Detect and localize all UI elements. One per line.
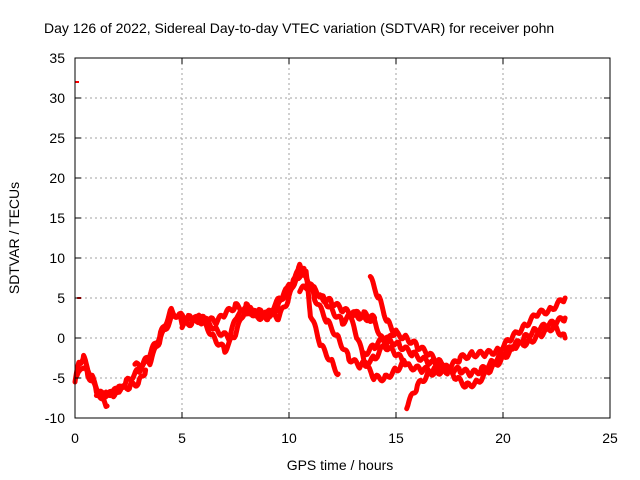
y-tick-label: -10 <box>45 410 65 426</box>
x-tick-label: 0 <box>71 430 79 446</box>
data-series <box>72 81 568 412</box>
y-axis-label: SDTVAR / TECUs <box>6 182 22 294</box>
chart-title: Day 126 of 2022, Sidereal Day-to-day VTE… <box>44 20 554 36</box>
y-tick-label: 15 <box>49 210 65 226</box>
x-axis-label: GPS time / hours <box>287 457 394 473</box>
x-tick-label: 10 <box>281 430 297 446</box>
plot-frame <box>74 57 611 419</box>
y-tick-label: -5 <box>53 370 66 386</box>
series-line-arc-6 <box>297 281 378 324</box>
series-line-arc-10 <box>346 313 408 384</box>
series-line-arc-7 <box>367 274 568 379</box>
y-tick-label: 10 <box>49 250 65 266</box>
x-tick-label: 15 <box>388 430 404 446</box>
y-tick-label: 30 <box>49 90 65 106</box>
x-tick-label: 25 <box>602 430 618 446</box>
y-tick-label: 25 <box>49 130 65 146</box>
series-line-arc-3 <box>93 367 149 402</box>
x-tick-label: 5 <box>178 430 186 446</box>
y-tick-label: 0 <box>57 330 65 346</box>
y-tick-label: 20 <box>49 170 65 186</box>
series-line-arc-8 <box>361 320 568 390</box>
x-tick-label: 20 <box>495 430 511 446</box>
series-line-arc-4 <box>132 265 399 371</box>
axis-ticks: 0 5 10 15 20 25 -10 -5 0 5 10 15 20 25 30 35 <box>45 50 618 446</box>
grid-lines <box>75 58 610 418</box>
y-tick-label: 35 <box>49 50 65 66</box>
y-tick-label: 5 <box>57 290 65 306</box>
series-line-arc-9 <box>404 295 568 412</box>
